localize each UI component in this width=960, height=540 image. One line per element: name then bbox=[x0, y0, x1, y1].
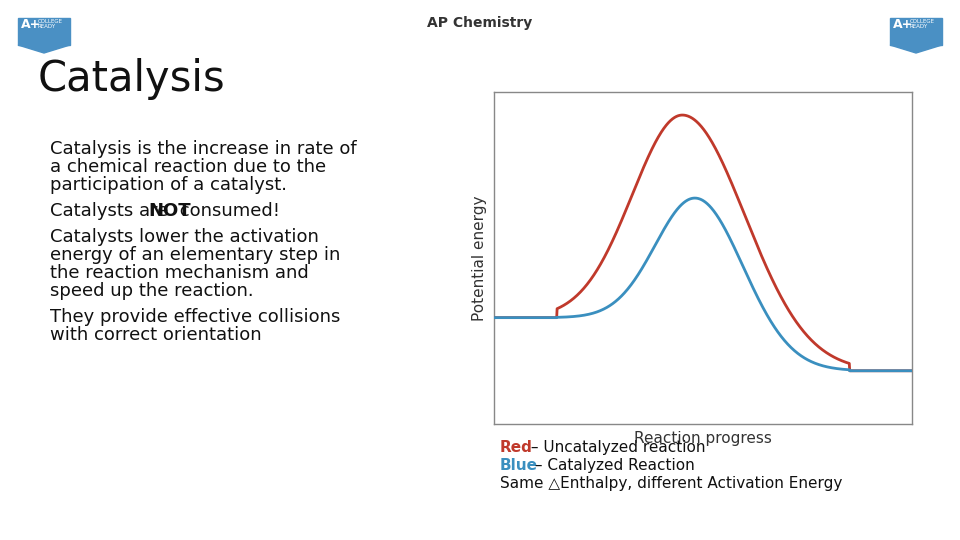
Text: with correct orientation: with correct orientation bbox=[50, 326, 262, 344]
Text: A+: A+ bbox=[21, 17, 41, 30]
Bar bbox=[18, 18, 70, 45]
Text: COLLEGE
READY: COLLEGE READY bbox=[38, 18, 63, 29]
Text: speed up the reaction.: speed up the reaction. bbox=[50, 282, 253, 300]
Polygon shape bbox=[18, 45, 70, 53]
Text: – Catalyzed Reaction: – Catalyzed Reaction bbox=[530, 458, 695, 473]
Text: Catalysts lower the activation: Catalysts lower the activation bbox=[50, 228, 319, 246]
Text: NOT: NOT bbox=[148, 202, 191, 220]
Text: Blue: Blue bbox=[500, 458, 538, 473]
Text: They provide effective collisions: They provide effective collisions bbox=[50, 308, 341, 326]
Y-axis label: Potential energy: Potential energy bbox=[472, 195, 488, 321]
Text: Catalysis: Catalysis bbox=[38, 58, 226, 100]
Text: COLLEGE
READY: COLLEGE READY bbox=[910, 18, 935, 29]
Text: A+: A+ bbox=[893, 17, 913, 30]
Polygon shape bbox=[890, 45, 942, 53]
Text: participation of a catalyst.: participation of a catalyst. bbox=[50, 176, 287, 194]
Text: the reaction mechanism and: the reaction mechanism and bbox=[50, 264, 309, 282]
X-axis label: Reaction progress: Reaction progress bbox=[635, 431, 772, 446]
Bar bbox=[890, 18, 942, 45]
Text: a chemical reaction due to the: a chemical reaction due to the bbox=[50, 158, 326, 176]
Text: AP Chemistry: AP Chemistry bbox=[427, 16, 533, 30]
Text: consumed!: consumed! bbox=[174, 202, 280, 220]
Text: – Uncatalyzed reaction: – Uncatalyzed reaction bbox=[526, 440, 706, 455]
Text: energy of an elementary step in: energy of an elementary step in bbox=[50, 246, 341, 264]
Text: Red: Red bbox=[500, 440, 533, 455]
Text: Same △Enthalpy, different Activation Energy: Same △Enthalpy, different Activation Ene… bbox=[500, 476, 842, 491]
Text: Catalysis is the increase in rate of: Catalysis is the increase in rate of bbox=[50, 140, 356, 158]
Text: Catalysts are: Catalysts are bbox=[50, 202, 174, 220]
